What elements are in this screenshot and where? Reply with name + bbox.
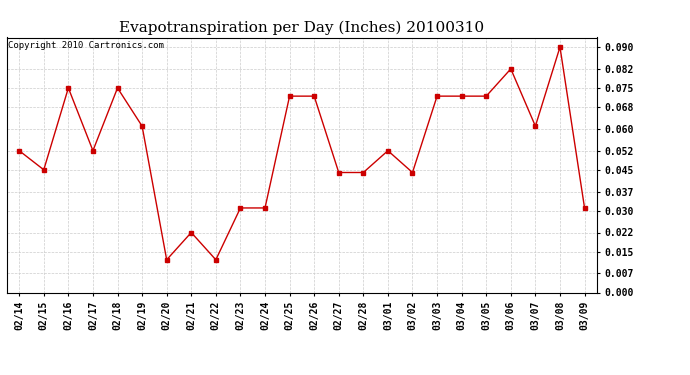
- Title: Evapotranspiration per Day (Inches) 20100310: Evapotranspiration per Day (Inches) 2010…: [119, 21, 484, 35]
- Text: Copyright 2010 Cartronics.com: Copyright 2010 Cartronics.com: [8, 41, 164, 50]
